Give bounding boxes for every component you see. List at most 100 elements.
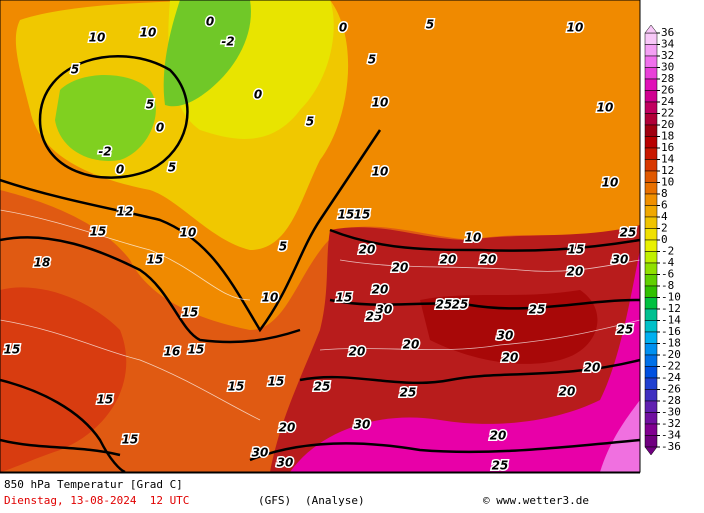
colorbar-segment bbox=[644, 32, 658, 45]
footer-run: (Analyse) bbox=[305, 494, 365, 507]
contour-label: 15 bbox=[147, 253, 164, 267]
colorbar-tick-label: 6 bbox=[661, 199, 668, 212]
contour-label: 15 bbox=[97, 393, 114, 407]
colorbar-tick-label: 0 bbox=[661, 233, 668, 246]
map-background bbox=[0, 0, 640, 472]
contour-label: 15 bbox=[228, 380, 245, 394]
colorbar-segment bbox=[644, 205, 658, 218]
colorbar-segment bbox=[644, 435, 658, 448]
colorbar-tick-label: -4 bbox=[661, 256, 675, 269]
contour-label: 15 bbox=[354, 208, 371, 222]
contour-label: 25 bbox=[529, 303, 546, 317]
contour-label: 30 bbox=[252, 446, 269, 460]
contour-label: 12 bbox=[117, 205, 134, 219]
contour-label: 20 bbox=[584, 361, 601, 375]
contour-label: 25 bbox=[400, 386, 417, 400]
footer-credit: © www.wetter3.de bbox=[483, 494, 589, 507]
colorbar-segment bbox=[644, 113, 658, 126]
colorbar-segment bbox=[644, 320, 658, 333]
contour-label: 20 bbox=[359, 243, 376, 257]
colorbar-tick-label: -20 bbox=[661, 348, 681, 361]
colorbar-segment bbox=[644, 67, 658, 80]
colorbar-segment bbox=[644, 147, 658, 160]
colorbar-top-arrow bbox=[644, 24, 658, 34]
contour-label: 10 bbox=[465, 231, 482, 245]
contour-label: 20 bbox=[480, 253, 497, 267]
contour-label: 5 bbox=[168, 161, 176, 175]
colorbar-segment bbox=[644, 285, 658, 298]
colorbar-segment bbox=[644, 354, 658, 367]
colorbar-segment bbox=[644, 366, 658, 379]
contour-label: 30 bbox=[354, 418, 371, 432]
colorbar-segment bbox=[644, 124, 658, 137]
contour-label: -2 bbox=[98, 145, 111, 159]
contour-label: 25 bbox=[620, 226, 637, 240]
colorbar-segment bbox=[644, 239, 658, 252]
colorbar-segment bbox=[644, 44, 658, 57]
colorbar-tick-label: -2 bbox=[661, 245, 674, 258]
colorbar-tick-label: -8 bbox=[661, 279, 674, 292]
colorbar-segment bbox=[644, 423, 658, 436]
colorbar-segment bbox=[644, 400, 658, 413]
footer-date: Dienstag, 13-08-2024 12 UTC bbox=[4, 494, 189, 507]
contour-label: 20 bbox=[349, 345, 366, 359]
colorbar-tick-label: -14 bbox=[661, 314, 681, 327]
contour-label: 10 bbox=[89, 31, 106, 45]
contour-label: 15 bbox=[338, 208, 355, 222]
contour-label: 10 bbox=[372, 165, 389, 179]
colorbar-tick-label: -10 bbox=[661, 291, 681, 304]
colorbar-tick-label: 22 bbox=[661, 107, 674, 120]
contour-label: 15 bbox=[568, 243, 585, 257]
colorbar-tick-label: 14 bbox=[661, 153, 675, 166]
colorbar-tick-label: 36 bbox=[661, 26, 674, 39]
contour-label: 5 bbox=[368, 53, 376, 67]
colorbar-segment bbox=[644, 377, 658, 390]
contour-label: 5 bbox=[146, 98, 154, 112]
contour-label: 0 bbox=[156, 121, 164, 135]
colorbar-segment bbox=[644, 251, 658, 264]
colorbar-tick-label: 26 bbox=[661, 84, 674, 97]
contour-label: 25 bbox=[314, 380, 331, 394]
contour-label: 20 bbox=[440, 253, 457, 267]
footer-title: 850 hPa Temperatur [Grad C] bbox=[4, 478, 183, 491]
contour-label: 0 bbox=[116, 163, 124, 177]
contour-label: 30 bbox=[376, 303, 393, 317]
colorbar-tick-label: -28 bbox=[661, 394, 681, 407]
colorbar-segment bbox=[644, 136, 658, 149]
colorbar-tick-label: 8 bbox=[661, 187, 668, 200]
colorbar-segment bbox=[644, 90, 658, 103]
colorbar-tick-label: 24 bbox=[661, 95, 675, 108]
colorbar-segment bbox=[644, 262, 658, 275]
colorbar-segment bbox=[644, 193, 658, 206]
colorbar-tick-label: 4 bbox=[661, 210, 668, 223]
colorbar-segment bbox=[644, 216, 658, 229]
colorbar-segment bbox=[644, 228, 658, 241]
colorbar-segment bbox=[644, 412, 658, 425]
contour-label: 10 bbox=[372, 96, 389, 110]
colorbar-tick-label: -30 bbox=[661, 406, 681, 419]
thin-isotherms bbox=[0, 209, 641, 421]
contour-label: 25 bbox=[452, 298, 469, 312]
contour-label: 10 bbox=[262, 291, 279, 305]
colorbar-tick-label: -26 bbox=[661, 383, 681, 396]
contour-label: 20 bbox=[372, 283, 389, 297]
colorbar-tick-label: -6 bbox=[661, 268, 674, 281]
colorbar-tick-label: 28 bbox=[661, 72, 674, 85]
contour-label: 5 bbox=[71, 63, 79, 77]
contour-label: 15 bbox=[268, 375, 285, 389]
contour-label: 15 bbox=[182, 306, 199, 320]
colorbar-tick-label: 2 bbox=[661, 222, 668, 235]
colorbar-tick-label: -32 bbox=[661, 417, 681, 430]
contour-label: 25 bbox=[617, 323, 634, 337]
contour-label: 20 bbox=[392, 261, 409, 275]
colorbar-tick-label: -18 bbox=[661, 337, 681, 350]
colorbar-tick-label: 30 bbox=[661, 61, 674, 74]
contour-label: 15 bbox=[188, 343, 205, 357]
colorbar-segment bbox=[644, 78, 658, 91]
contour-label: 10 bbox=[567, 21, 584, 35]
colorbar: 363432302826242220181614121086420-2-4-6-… bbox=[644, 24, 681, 456]
colorbar-segment bbox=[644, 170, 658, 183]
contour-label: 10 bbox=[597, 101, 614, 115]
